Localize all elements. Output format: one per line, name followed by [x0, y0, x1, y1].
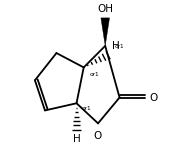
Text: H: H [112, 41, 120, 51]
Text: or1: or1 [115, 44, 124, 49]
Text: O: O [149, 92, 157, 103]
Polygon shape [101, 18, 109, 46]
Text: or1: or1 [89, 72, 99, 77]
Text: O: O [93, 131, 101, 141]
Text: H: H [73, 134, 80, 144]
Text: OH: OH [97, 4, 113, 14]
Text: or1: or1 [81, 106, 91, 111]
